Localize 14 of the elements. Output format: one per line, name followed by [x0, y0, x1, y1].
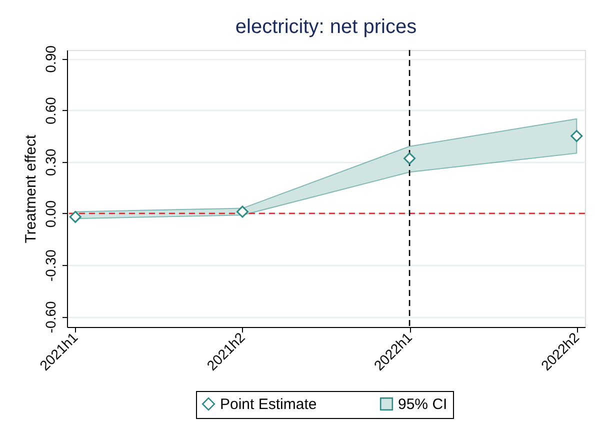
point: [69, 210, 82, 223]
y-tick-label: 0.00: [42, 200, 58, 228]
chart-title: electricity: net prices: [235, 16, 417, 38]
point: [404, 152, 416, 164]
legend-label: Point Estimate: [220, 396, 317, 413]
y-axis-title: Treatment effect: [22, 134, 40, 244]
point: [236, 206, 248, 218]
point: [570, 130, 583, 142]
legend-label: 95% CI: [398, 396, 448, 413]
y-tick-label: 0.90: [42, 45, 58, 73]
y-tick-label: -0.30: [42, 249, 58, 282]
y-tick-label: 0.60: [42, 96, 58, 124]
y-tick-label: -0.60: [42, 301, 58, 334]
y-tick-label: 0.30: [42, 148, 58, 176]
